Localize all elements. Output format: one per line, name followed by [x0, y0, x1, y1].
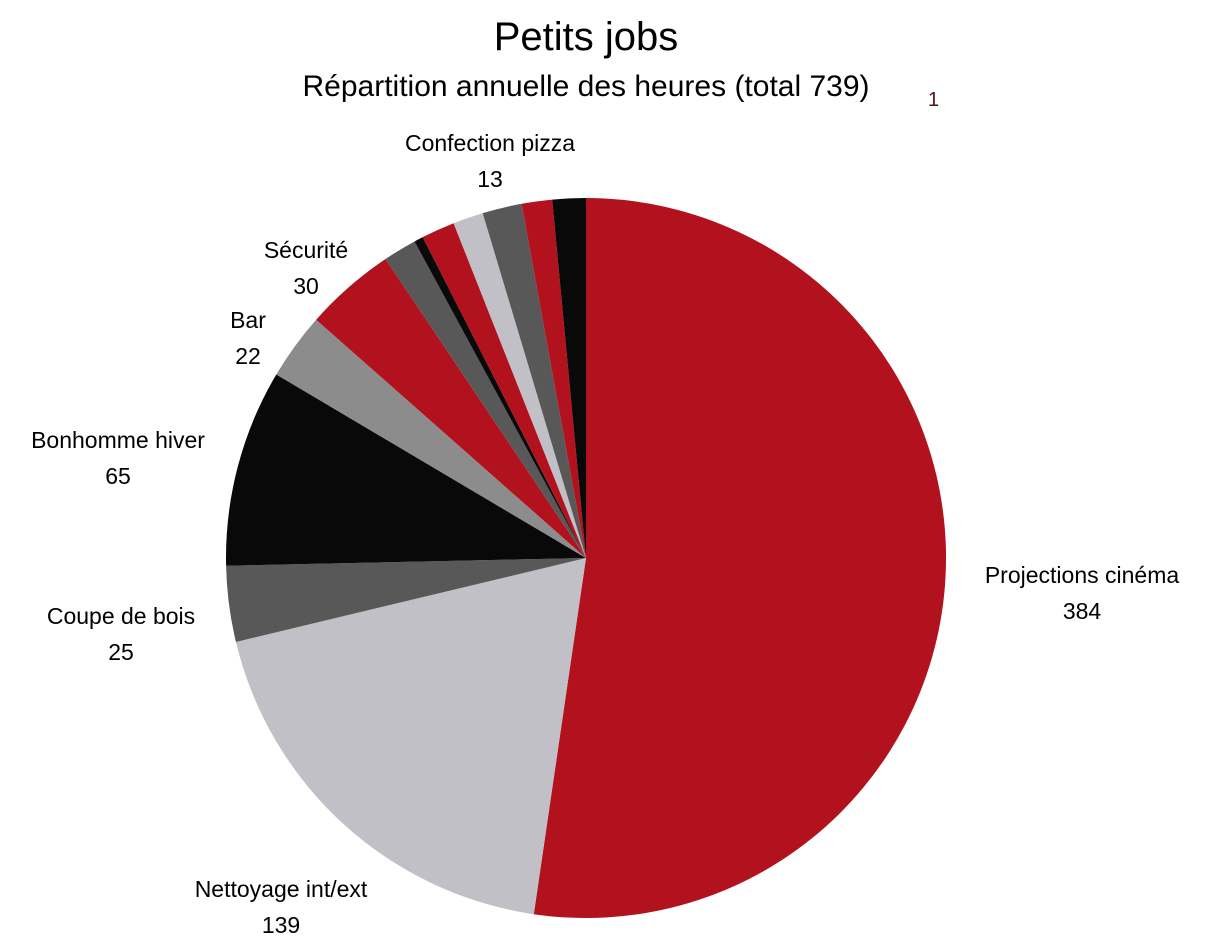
slice-value-label-5: 30	[293, 273, 319, 299]
pie-slice-12	[552, 198, 586, 558]
slice-value-label-1: 139	[262, 912, 300, 938]
pie-slice-0	[533, 198, 947, 918]
subtitle-footnote-marker: 1	[928, 89, 939, 111]
pie-slice-11	[521, 199, 586, 558]
slice-label-4: Bar	[230, 307, 266, 333]
pie-slice-2	[226, 558, 586, 642]
pie-labels: Projections cinéma 384 Nettoyage int/ext 13…	[31, 130, 1179, 938]
pie-slice-6	[385, 241, 586, 558]
chart-title: Petits jobs	[494, 15, 679, 59]
pie-slice-10	[482, 203, 586, 559]
slice-label-3: Bonhomme hiver	[31, 427, 205, 453]
slice-label-2: Coupe de bois	[47, 603, 195, 629]
chart-subtitle: Répartition annuelle des heures (total 7…	[302, 70, 869, 103]
pie-slice-3	[225, 374, 586, 566]
slice-value-label-3: 65	[105, 463, 131, 489]
slice-label-1: Nettoyage int/ext	[195, 876, 368, 902]
pie-slice-7	[414, 237, 586, 559]
slice-label-10: Confection pizza	[405, 130, 575, 156]
slice-value-label-0: 384	[1063, 598, 1102, 624]
pie-slice-8	[422, 223, 586, 559]
slice-label-5: Sécurité	[264, 237, 348, 263]
slice-value-label-4: 22	[235, 343, 261, 369]
pie-slice-1	[235, 558, 586, 915]
pie-slice-9	[453, 213, 586, 558]
slice-value-label-2: 25	[108, 639, 134, 665]
slice-label-0: Projections cinéma	[985, 562, 1180, 588]
pie-slices	[225, 198, 947, 918]
pie-slice-4	[276, 319, 586, 558]
slice-value-label-10: 13	[477, 166, 503, 192]
pie-slice-5	[316, 258, 586, 558]
